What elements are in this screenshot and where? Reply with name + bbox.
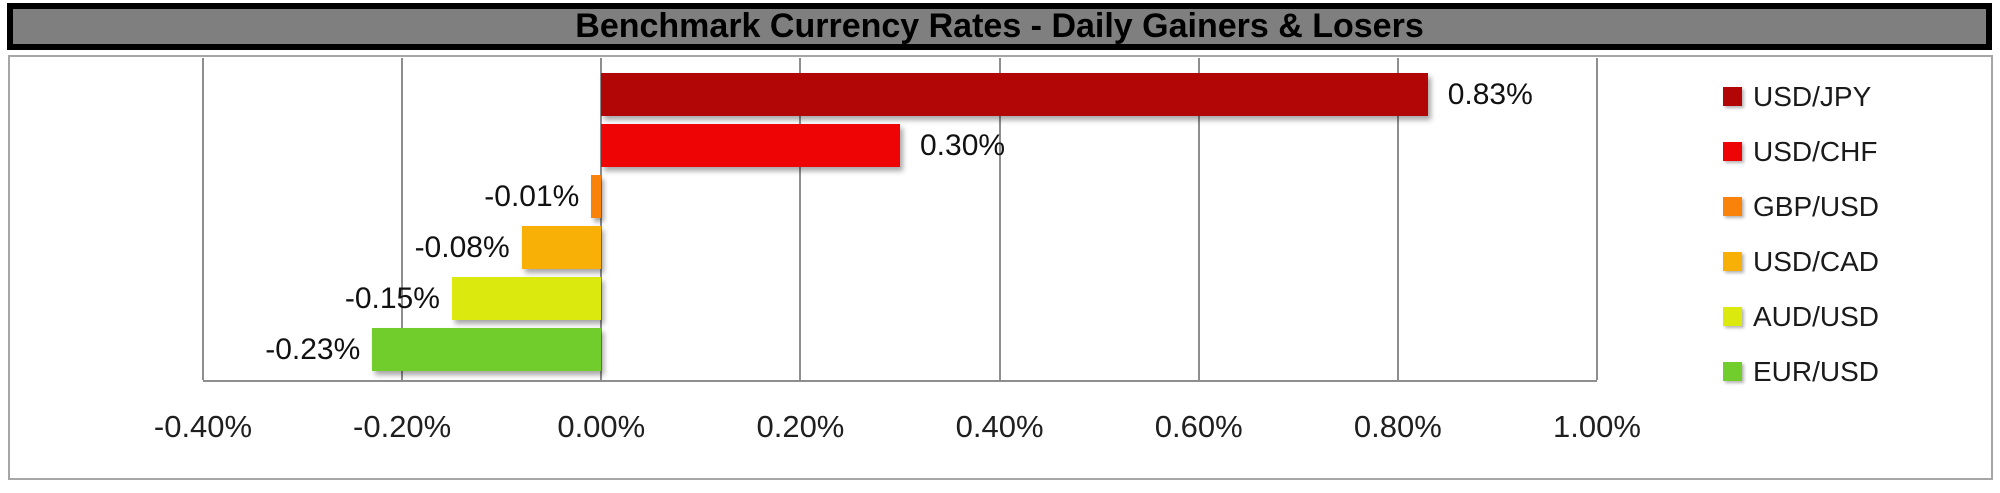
- x-axis-tick-label: 1.00%: [1553, 409, 1641, 444]
- gridline: [799, 58, 802, 380]
- bar-usd-chf[interactable]: [601, 123, 900, 167]
- chart-title-bar: Benchmark Currency Rates - Daily Gainers…: [7, 3, 1992, 50]
- legend-item-usd-cad[interactable]: USD/CAD: [1723, 234, 1879, 289]
- bar-aud-usd[interactable]: [451, 276, 602, 320]
- legend-item-usd-jpy[interactable]: USD/JPY: [1723, 69, 1879, 124]
- plot-area: 0.83% 0.30% -0.01% -0.08% -0.15% -0.23%: [202, 58, 1598, 382]
- bar-gbp-usd[interactable]: [591, 174, 602, 218]
- legend-label: AUD/USD: [1753, 300, 1880, 332]
- x-axis-tick-label: 0.20%: [756, 409, 845, 444]
- x-axis-tick-label: 0.00%: [557, 409, 646, 444]
- legend-label: USD/CHF: [1753, 135, 1878, 167]
- bar-value-label: -0.01%: [484, 179, 580, 213]
- x-axis-tick-label: 0.80%: [1353, 409, 1442, 444]
- gridline: [1396, 58, 1399, 380]
- chart-legend: USD/JPY USD/CHF GBP/USD USD/CAD AUD/USD EUR/U…: [1723, 69, 1879, 399]
- gridline: [1596, 58, 1598, 380]
- bar-value-label: 0.83%: [1447, 77, 1533, 111]
- legend-swatch-icon: [1723, 87, 1742, 106]
- bar-value-label: 0.30%: [920, 128, 1006, 162]
- chart-frame: 0.83% 0.30% -0.01% -0.08% -0.15% -0.23% USD/J…: [8, 55, 1993, 480]
- legend-swatch-icon: [1723, 362, 1742, 381]
- bar-value-label: -0.15%: [344, 281, 440, 315]
- bar-usd-cad[interactable]: [521, 225, 602, 269]
- gridline: [1197, 58, 1200, 380]
- legend-swatch-icon: [1723, 252, 1742, 271]
- bar-value-label: -0.08%: [414, 230, 510, 264]
- gridline: [401, 58, 404, 380]
- legend-swatch-icon: [1723, 142, 1742, 161]
- legend-label: USD/JPY: [1753, 80, 1872, 112]
- gridline: [202, 58, 204, 380]
- gridline: [600, 58, 603, 380]
- legend-item-eur-usd[interactable]: EUR/USD: [1723, 344, 1879, 399]
- chart-title: Benchmark Currency Rates - Daily Gainers…: [575, 7, 1424, 45]
- legend-item-gbp-usd[interactable]: GBP/USD: [1723, 179, 1879, 234]
- bar-eur-usd[interactable]: [372, 327, 602, 371]
- gridline: [998, 58, 1001, 380]
- legend-label: USD/CAD: [1753, 245, 1880, 277]
- legend-label: EUR/USD: [1753, 355, 1880, 387]
- x-axis-tick-label: -0.40%: [153, 409, 253, 444]
- legend-item-aud-usd[interactable]: AUD/USD: [1723, 289, 1879, 344]
- bar-usd-jpy[interactable]: [601, 72, 1428, 116]
- legend-swatch-icon: [1723, 307, 1742, 326]
- legend-item-usd-chf[interactable]: USD/CHF: [1723, 124, 1879, 179]
- bar-value-label: -0.23%: [265, 332, 361, 366]
- x-axis-tick-label: -0.20%: [353, 409, 452, 444]
- legend-swatch-icon: [1723, 197, 1742, 216]
- x-axis-tick-label: 0.60%: [1154, 409, 1243, 444]
- x-axis-tick-label: 0.40%: [955, 409, 1044, 444]
- legend-label: GBP/USD: [1753, 190, 1880, 222]
